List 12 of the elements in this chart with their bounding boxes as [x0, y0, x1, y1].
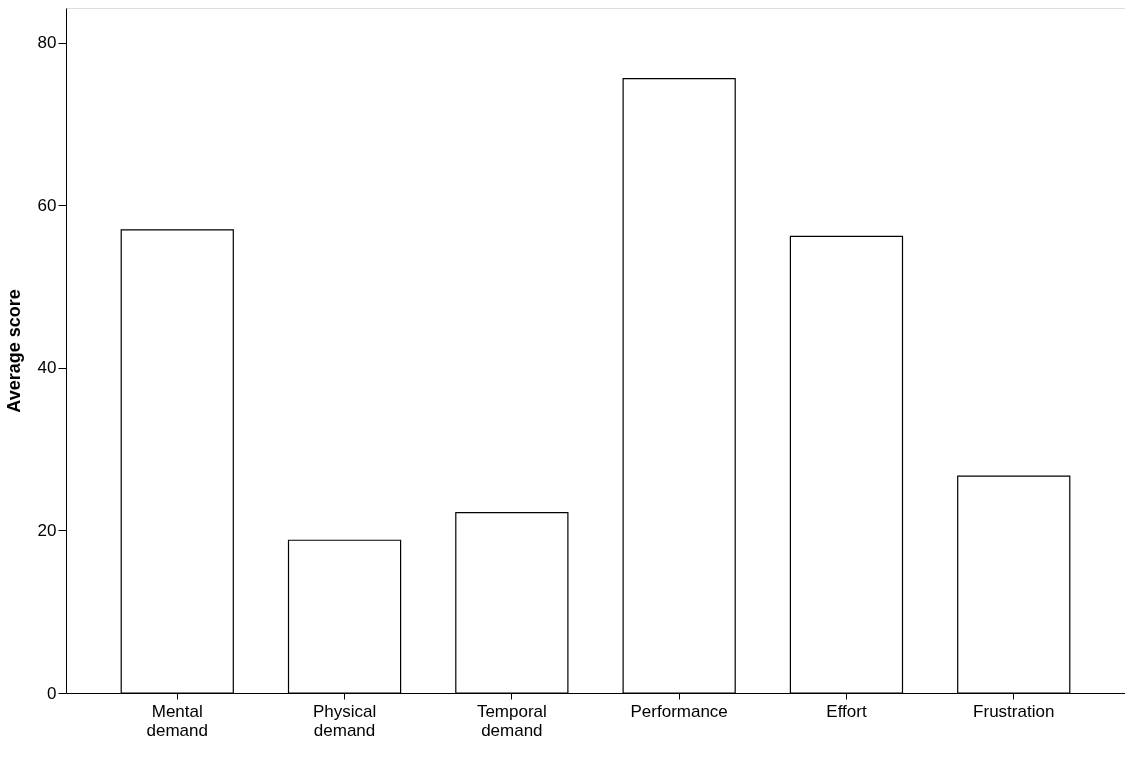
x-tick-label: Performance: [630, 701, 728, 721]
y-tick-label: 80: [37, 33, 57, 53]
x-tick-label: Physical demand: [312, 701, 377, 740]
x-tick-label: Effort: [826, 701, 867, 721]
x-tick-label: Temporal demand: [476, 701, 547, 740]
x-tick-label: Mental demand: [146, 701, 208, 740]
y-axis-title: Average score: [3, 289, 24, 413]
x-tick-label: Frustration: [973, 701, 1055, 721]
y-tick-label: 20: [37, 520, 57, 540]
y-tick-label: 40: [37, 358, 57, 378]
y-tick-label: 60: [37, 195, 57, 215]
y-tick-label: 0: [47, 683, 57, 703]
